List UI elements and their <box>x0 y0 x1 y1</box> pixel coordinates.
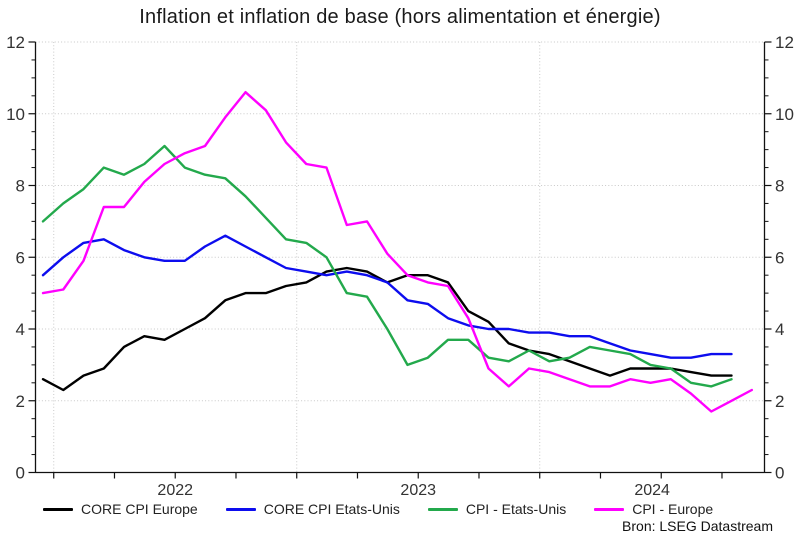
y-axis-label-right: 8 <box>775 177 784 196</box>
legend-item-1: CORE CPI Europe <box>43 501 198 517</box>
legend-swatch <box>43 507 73 511</box>
legend-label: CPI - Europe <box>632 501 714 517</box>
series-line-cpi-etats-unis <box>41 144 733 388</box>
series-line-cpi-europe <box>41 90 753 413</box>
legend-item-2: CORE CPI Etats-Unis <box>225 501 400 517</box>
source-note: Bron: LSEG Datastream <box>622 518 773 534</box>
legend-item-4: CPI - Europe <box>594 501 713 517</box>
x-year-label: 2024 <box>634 482 670 499</box>
legend-label: CORE CPI Etats-Unis <box>263 501 400 517</box>
y-axis-label-right: 6 <box>775 248 784 267</box>
y-axis-label-left: 6 <box>16 248 25 267</box>
y-axis-label-right: 10 <box>775 105 794 124</box>
x-year-label: 2023 <box>400 482 436 499</box>
legend: CORE CPI Europe CORE CPI Etats-Unis CPI - … <box>43 501 713 517</box>
legend-item-3: CPI - Etats-Unis <box>427 501 567 517</box>
legend-label: CPI - Etats-Unis <box>465 501 567 517</box>
legend-label: CORE CPI Europe <box>81 501 198 517</box>
y-axis-label-left: 12 <box>6 33 25 52</box>
y-axis-label-right: 12 <box>775 33 794 52</box>
legend-swatch <box>225 507 256 511</box>
y-axis-label-left: 2 <box>16 392 25 411</box>
y-axis-label-left: 0 <box>16 464 25 483</box>
series-line-core-cpi-etats-unis <box>41 234 733 359</box>
y-axis-label-left: 8 <box>16 177 25 196</box>
legend-swatch <box>427 507 458 511</box>
chart-title: Inflation et inflation de base (hors ali… <box>139 6 661 28</box>
y-axis-label-right: 2 <box>775 392 784 411</box>
x-year-label: 2022 <box>157 482 193 499</box>
y-axis-label-right: 0 <box>775 464 784 483</box>
legend-swatch <box>594 507 625 511</box>
y-axis-label-left: 10 <box>6 105 25 124</box>
y-axis-label-right: 4 <box>775 320 784 339</box>
y-axis-label-left: 4 <box>16 320 25 339</box>
